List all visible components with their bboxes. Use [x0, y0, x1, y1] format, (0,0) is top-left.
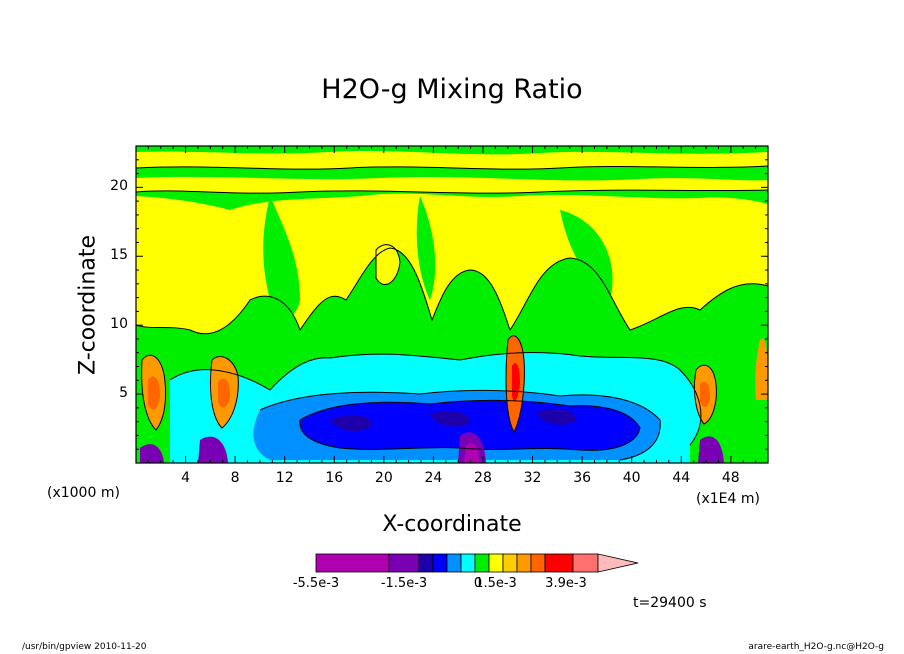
colorbar-swatch	[502, 553, 518, 573]
x-tick-label: 16	[325, 470, 344, 486]
colorbar-label: -5.5e-3	[292, 576, 340, 591]
y-tick-marks	[136, 159, 768, 450]
x-tick-label: 12	[275, 470, 294, 486]
colorbar-swatch	[530, 553, 546, 573]
colorbar-label: 1.5e-3	[475, 576, 517, 591]
colorbar-swatch	[315, 553, 390, 573]
yellow-band-2	[136, 176, 768, 194]
plume-right-edge	[755, 338, 768, 400]
footer-right: arare-earth_H2O-g.nc@H2O-g	[748, 642, 884, 652]
chart-title: H2O-g Mixing Ratio	[321, 74, 583, 105]
colorbar-swatch	[474, 553, 490, 573]
x-tick-label: 48	[721, 470, 740, 486]
y-tick-label: 15	[110, 247, 128, 264]
plume-46-core	[700, 381, 710, 407]
colorbar-swatch	[418, 553, 434, 573]
y-tick-label: 5	[119, 385, 128, 402]
navy-patch-2	[430, 411, 470, 427]
time-stamp: t=29400 s	[633, 595, 707, 611]
x-tick-label: 4	[181, 470, 191, 486]
x-multiplier-label: (x1E4 m)	[696, 491, 760, 507]
yellow-blob-1	[376, 244, 400, 285]
purple-patch-1	[140, 444, 164, 463]
magenta-patch-1	[464, 443, 480, 463]
x-unit-label: (x1000 m)	[47, 485, 120, 501]
x-axis-label: X-coordinate	[382, 512, 522, 537]
x-tick-label: 28	[474, 470, 492, 486]
purple-patch-4	[698, 436, 724, 463]
footer-left: /usr/bin/gpview 2010-11-20	[22, 642, 147, 652]
colorbar-label: 0	[473, 576, 483, 591]
colorbar	[315, 553, 639, 573]
green-tongue-1	[263, 196, 300, 317]
plot-frame	[135, 145, 769, 464]
colorbar-swatch	[388, 553, 420, 573]
colorbar-swatch	[432, 553, 448, 573]
navy-patch-1	[330, 415, 372, 432]
y-tick-label: 10	[110, 316, 128, 333]
colorbar-swatch	[544, 553, 574, 573]
contour-lines	[136, 165, 768, 461]
plume-8-core	[218, 378, 230, 408]
navy-patch-3	[536, 409, 576, 425]
plot-area	[136, 146, 768, 463]
x-tick-label: 20	[374, 470, 393, 486]
colorbar-label: 3.9e-3	[545, 576, 587, 591]
colorbar-swatch	[446, 553, 462, 573]
x-tick-marks	[147, 146, 757, 463]
plume-left-core	[148, 376, 160, 410]
x-tick-label: 40	[622, 470, 641, 486]
y-tick-label: 20	[110, 178, 128, 195]
upper-yellow-band	[136, 151, 768, 170]
purple-patch-2	[198, 436, 228, 463]
green-tongue-2	[416, 196, 436, 300]
x-tick-label: 24	[424, 470, 443, 486]
colorbar-swatch	[516, 553, 532, 573]
colorbar-label: -1.5e-3	[380, 576, 428, 591]
colorbar-swatch	[460, 553, 476, 573]
x-tick-label: 36	[573, 470, 592, 486]
x-tick-label: 44	[672, 470, 691, 486]
colorbar-swatch	[488, 553, 504, 573]
x-tick-label: 32	[523, 470, 542, 486]
colorbar-arrow	[597, 553, 639, 573]
colorbar-swatch	[572, 553, 599, 573]
x-tick-label: 8	[230, 470, 240, 486]
